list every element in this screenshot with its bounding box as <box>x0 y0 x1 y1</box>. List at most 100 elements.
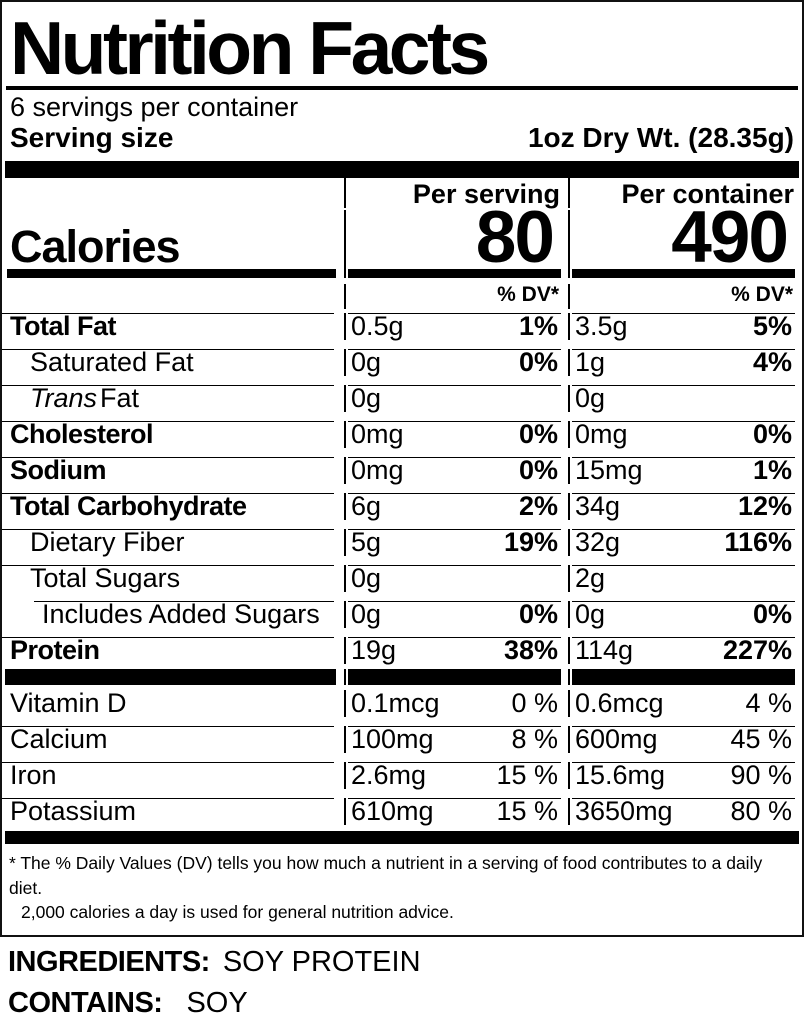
per-container-header: Per container <box>621 178 794 209</box>
vitamin-row-vitamin-d: Vitamin D 0.1mcg 0 % 0.6mcg 4 % <box>2 686 802 722</box>
vitamin-row-iron: Iron 2.6mg 15 % 15.6mg 90 % <box>2 758 802 794</box>
label-title: Nutrition Facts <box>10 6 490 90</box>
container-amount: 0g <box>575 599 606 630</box>
servings-per-container: 6 servings per container <box>10 92 299 122</box>
nutrient-name: Cholesterol <box>10 419 154 450</box>
container-amount: 3.5g <box>575 311 628 342</box>
thick-bar-bottom <box>5 830 799 844</box>
nutrient-name: Sodium <box>10 455 107 486</box>
nutrient-row-trans-fat: Trans Fat 0g 0g <box>2 381 802 417</box>
calories-row: Calories 80 490 <box>2 196 802 278</box>
nutrition-table: Per serving Per container Calories 80 49… <box>2 177 802 830</box>
serving-dv: 15 % <box>496 796 558 827</box>
serving-amount: 0g <box>351 563 382 594</box>
nutrient-name: Protein <box>10 635 100 666</box>
serving-amount: 610mg <box>351 796 434 827</box>
container-amount: 0mg <box>575 419 628 450</box>
nutrient-name: Dietary Fiber <box>30 527 185 558</box>
nutrient-name: Fat <box>100 383 140 414</box>
serving-dv: 0 % <box>511 688 558 719</box>
vitamin-row-calcium: Calcium 100mg 8 % 600mg 45 % <box>2 722 802 758</box>
vitamin-name: Iron <box>10 760 57 791</box>
serving-size-label: Serving size <box>10 122 174 154</box>
container-dv: 4 % <box>745 688 792 719</box>
nutrient-row-total-carbohydrate: Total Carbohydrate 6g 2% 34g 12% <box>2 489 802 525</box>
serving-size-row: Serving size 1oz Dry Wt. (28.35g) <box>2 121 802 158</box>
serving-amount: 5g <box>351 527 382 558</box>
serving-dv: 1% <box>518 311 558 342</box>
nutrient-name: Total Sugars <box>30 563 181 594</box>
serving-dv: 8 % <box>511 724 558 755</box>
container-amount: 32g <box>575 527 621 558</box>
nutrient-name: Total Fat <box>10 311 117 342</box>
serving-amount: 0.5g <box>351 311 404 342</box>
serving-amount: 0mg <box>351 455 404 486</box>
footnote-line-2: 2,000 calories a day is used for general… <box>21 902 454 923</box>
container-dv: 12% <box>737 491 792 522</box>
serving-amount: 0g <box>351 347 382 378</box>
container-dv: 80 % <box>730 796 792 827</box>
dv-header-serving: % DV* <box>497 282 559 306</box>
ingredients-row: INGREDIENTS: SOY PROTEIN <box>8 946 804 979</box>
section-bar-name-col <box>5 668 336 685</box>
container-amount: 1g <box>575 347 606 378</box>
container-amount: 114g <box>575 635 634 666</box>
nutrient-row-total-fat: Total Fat 0.5g 1% 3.5g 5% <box>2 309 802 345</box>
container-amount: 3650mg <box>575 796 673 827</box>
section-bar-container-col <box>572 668 795 685</box>
container-dv: 4% <box>752 347 792 378</box>
nutrient-row-added-sugars: Includes Added Sugars 0g 0% 0g 0% <box>2 597 802 633</box>
vitamin-name: Potassium <box>10 796 137 827</box>
serving-amount: 0mg <box>351 419 404 450</box>
nutrient-row-cholesterol: Cholesterol 0mg 0% 0mg 0% <box>2 417 802 453</box>
calories-bar-container-col <box>572 268 795 278</box>
serving-dv: 0% <box>518 347 558 378</box>
container-dv: 227% <box>722 635 792 666</box>
container-dv: 90 % <box>730 760 792 791</box>
vitamin-name: Vitamin D <box>10 688 127 719</box>
calories-bar-serving-col <box>348 268 561 278</box>
calories-per-container-value: 490 <box>671 196 789 278</box>
serving-dv: 38% <box>503 635 558 666</box>
container-amount: 600mg <box>575 724 658 755</box>
serving-amount: 100mg <box>351 724 434 755</box>
serving-dv: 0% <box>518 599 558 630</box>
contains-row: CONTAINS: SOY <box>8 987 804 1020</box>
calories-bar-name-col <box>7 268 336 278</box>
contains-label: CONTAINS: <box>8 987 163 1020</box>
vitamin-row-potassium: Potassium 610mg 15 % 3650mg 80 % <box>2 794 802 830</box>
serving-dv: 19% <box>503 527 558 558</box>
serving-dv: 2% <box>518 491 558 522</box>
calories-label: Calories <box>10 220 181 272</box>
calories-underline-bars <box>2 266 802 278</box>
section-bar-row <box>2 668 802 686</box>
serving-dv: 0% <box>518 455 558 486</box>
nutrient-name-italic: Trans <box>30 383 98 414</box>
container-amount: 34g <box>575 491 621 522</box>
ingredients-label: INGREDIENTS: <box>8 946 210 979</box>
container-amount: 15mg <box>575 455 643 486</box>
serving-amount: 0g <box>351 599 382 630</box>
nutrient-name: Total Carbohydrate <box>10 491 247 522</box>
column-headers-row: Per serving Per container <box>2 177 802 209</box>
container-dv: 5% <box>752 311 792 342</box>
container-dv: 1% <box>752 455 792 486</box>
vitamin-name: Calcium <box>10 724 108 755</box>
container-dv: 45 % <box>730 724 792 755</box>
container-amount: 0.6mcg <box>575 688 664 719</box>
footnote: * The % Daily Values (DV) tells you how … <box>2 844 802 936</box>
section-bar-serving-col <box>348 668 561 685</box>
title-rule <box>6 86 798 90</box>
nutrient-name: Saturated Fat <box>30 347 194 378</box>
serving-amount: 19g <box>351 635 397 666</box>
dv-header-row: % DV* % DV* <box>2 278 802 309</box>
nutrient-row-dietary-fiber: Dietary Fiber 5g 19% 32g 116% <box>2 525 802 561</box>
serving-amount: 6g <box>351 491 382 522</box>
serving-dv: 0% <box>518 419 558 450</box>
thick-bar-top <box>5 160 799 178</box>
container-dv: 0% <box>752 599 792 630</box>
container-dv: 116% <box>724 527 792 558</box>
calories-per-serving-value: 80 <box>475 196 555 278</box>
container-amount: 0g <box>575 383 606 414</box>
serving-amount: 0g <box>351 383 382 414</box>
